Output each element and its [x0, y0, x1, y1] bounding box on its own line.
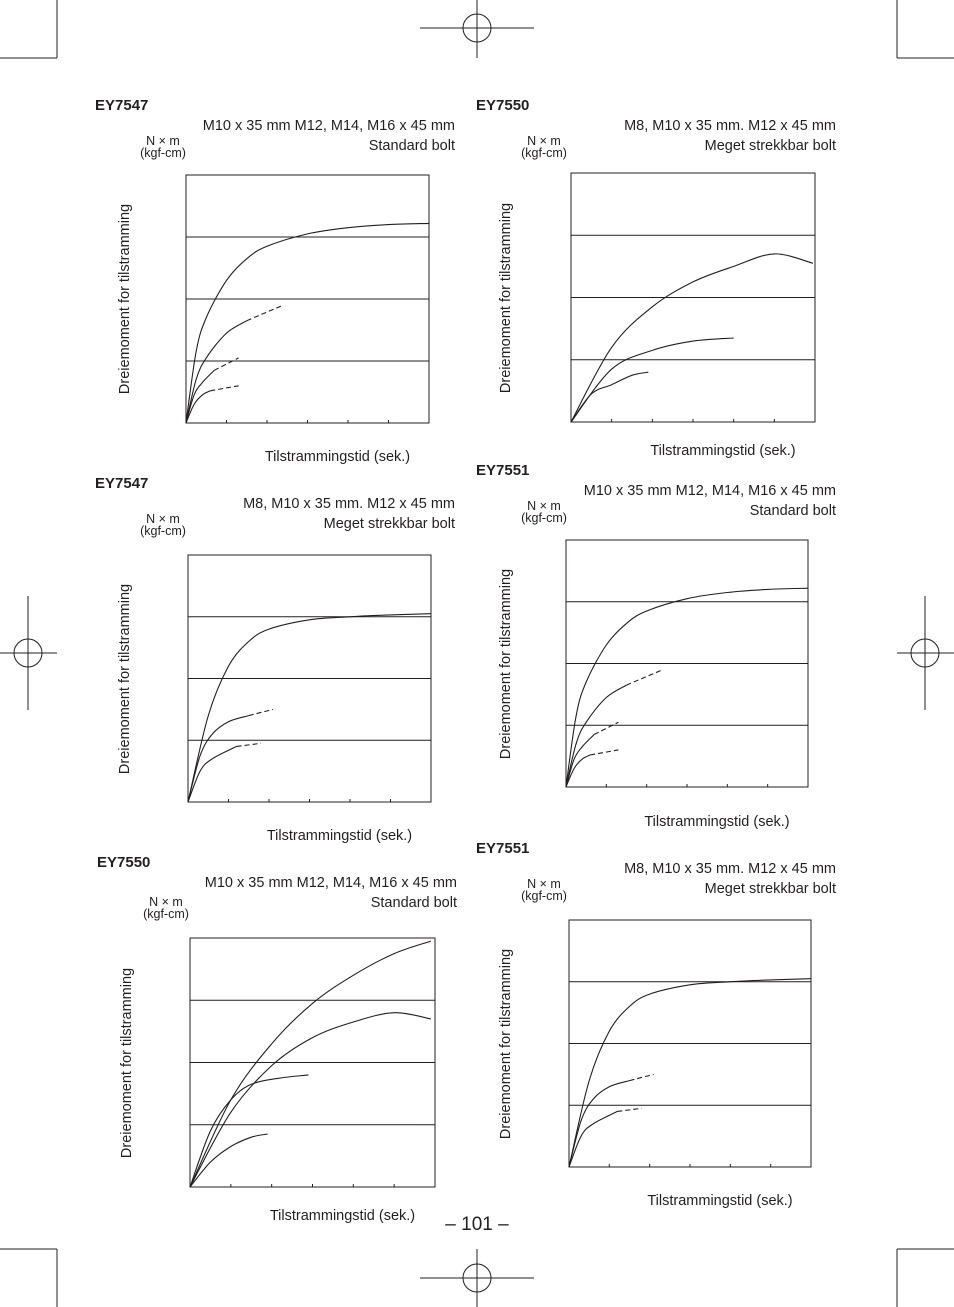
unit-line: N × m — [146, 512, 180, 526]
unit-line: (kgf-cm) — [140, 146, 186, 160]
chart-title: EY7547 — [95, 475, 149, 492]
y-axis-label: Dreiemoment for tilstramming — [117, 203, 133, 395]
page-number: – 101 – — [445, 1214, 509, 1235]
unit-line: (kgf-cm) — [521, 889, 567, 903]
series-line — [568, 1080, 630, 1168]
chart-title: EY7551 — [476, 840, 530, 857]
x-axis-label: Tilstrammingstid (sek.) — [266, 828, 413, 844]
torque-chart-panel: EY7551 M10 x 35 mm M12, M14, M16 x 45 mm S… — [476, 462, 836, 842]
torque-chart-panel: EY7551 M8, M10 x 35 mm. M12 x 45 mm Meget … — [476, 840, 836, 1220]
x-axis-label: Tilstrammingstid (sek.) — [650, 443, 796, 459]
series-line-dashed — [590, 749, 619, 756]
unit-line: (kgf-cm) — [521, 146, 567, 160]
torque-chart-panel: EY7547 M10 x 35 mm M12, M14, M16 x 45 mm S… — [95, 97, 455, 477]
y-axis-label: Dreiemoment for tilstramming — [498, 568, 514, 759]
series-line — [187, 745, 237, 803]
chart-title: EY7550 — [97, 854, 151, 871]
unit-line: (kgf-cm) — [521, 511, 567, 525]
bolt-size-label: M8, M10 x 35 mm. M12 x 45 mm — [624, 861, 836, 877]
series-line-dashed — [626, 669, 664, 686]
y-unit-label: N × m (kgf-cm) — [140, 134, 186, 160]
x-axis-label: Tilstrammingstid (sek.) — [644, 814, 790, 830]
bolt-size-label: M10 x 35 mm M12, M14, M16 x 45 mm — [204, 875, 457, 891]
series-line — [570, 371, 649, 423]
series-line — [189, 1133, 268, 1188]
registration-target — [462, 13, 492, 43]
series-line-dashed — [214, 357, 239, 371]
bolt-size-label: M8, M10 x 35 mm. M12 x 45 mm — [243, 496, 455, 512]
y-unit-label: N × m (kgf-cm) — [521, 134, 567, 160]
chart-title: EY7550 — [476, 97, 530, 114]
unit-line: (kgf-cm) — [140, 524, 186, 538]
chart-title: EY7547 — [95, 97, 149, 114]
bolt-type-label: Meget strekkbar bolt — [704, 881, 836, 897]
bolt-type-label: Meget strekkbar bolt — [704, 138, 836, 154]
series-line — [565, 754, 591, 788]
series-line — [189, 1012, 431, 1188]
plot-area — [565, 539, 809, 788]
bolt-size-label: M8, M10 x 35 mm. M12 x 45 mm — [624, 118, 836, 134]
y-axis-label: Dreiemoment for tilstramming — [119, 967, 135, 1158]
y-unit-label: N × m (kgf-cm) — [143, 895, 189, 921]
y-unit-label: N × m (kgf-cm) — [140, 512, 186, 538]
y-unit-label: N × m (kgf-cm) — [521, 877, 567, 903]
series-line — [565, 734, 595, 788]
series-line — [565, 587, 809, 788]
series-line — [189, 1074, 309, 1188]
series-line — [568, 1110, 618, 1168]
series-line — [185, 320, 248, 424]
series-line-dashed — [629, 1073, 654, 1082]
chart-title: EY7551 — [476, 462, 530, 479]
series-line — [187, 613, 432, 803]
series-line-dashed — [236, 742, 261, 747]
plot-area — [189, 937, 436, 1188]
bolt-type-label: Meget strekkbar bolt — [323, 516, 455, 532]
registration-target — [462, 1263, 492, 1293]
x-axis-label: Tilstrammingstid (sek.) — [647, 1193, 793, 1209]
series-line-dashed — [246, 304, 284, 322]
series-line — [187, 715, 249, 803]
series-line — [185, 369, 215, 424]
bolt-type-label: Standard bolt — [368, 138, 455, 154]
series-line — [185, 390, 211, 424]
series-line — [568, 978, 812, 1168]
y-axis-label: Dreiemoment for tilstramming — [498, 948, 514, 1139]
y-axis-label: Dreiemoment for tilstramming — [117, 583, 133, 774]
registration-target — [910, 638, 940, 668]
series-line-dashed — [210, 385, 239, 392]
plot-area — [185, 174, 430, 424]
plot-area — [568, 919, 812, 1168]
plot-area — [570, 172, 816, 423]
series-line-dashed — [248, 708, 274, 717]
series-line — [189, 940, 432, 1188]
torque-chart-panel: EY7547 M8, M10 x 35 mm. M12 x 45 mm Meget … — [95, 475, 455, 855]
bolt-type-label: Standard bolt — [749, 503, 836, 519]
series-line — [570, 253, 814, 423]
torque-chart-panel: EY7550 M10 x 35 mm M12, M14, M16 x 45 mm S… — [97, 854, 457, 1234]
unit-line: N × m — [527, 499, 561, 513]
y-unit-label: N × m (kgf-cm) — [521, 499, 567, 525]
registration-target — [13, 638, 43, 668]
bolt-type-label: Standard bolt — [370, 895, 457, 911]
plot-area — [187, 554, 432, 803]
bolt-size-label: M10 x 35 mm M12, M14, M16 x 45 mm — [202, 118, 455, 134]
series-line — [185, 222, 430, 424]
unit-line: N × m — [527, 877, 561, 891]
series-line — [565, 684, 627, 788]
series-line-dashed — [617, 1107, 642, 1112]
unit-line: N × m — [527, 134, 561, 148]
y-axis-label: Dreiemoment for tilstramming — [498, 202, 514, 393]
bolt-size-label: M10 x 35 mm M12, M14, M16 x 45 mm — [583, 483, 836, 499]
torque-chart-panel: EY7550 M8, M10 x 35 mm. M12 x 45 mm Meget … — [476, 97, 836, 477]
x-axis-label: Tilstrammingstid (sek.) — [269, 1208, 416, 1224]
unit-line: (kgf-cm) — [143, 907, 189, 921]
series-line-dashed — [593, 721, 619, 735]
series-line — [570, 337, 734, 423]
unit-line: N × m — [146, 134, 180, 148]
unit-line: N × m — [149, 895, 183, 909]
x-axis-label: Tilstrammingstid (sek.) — [264, 449, 411, 465]
